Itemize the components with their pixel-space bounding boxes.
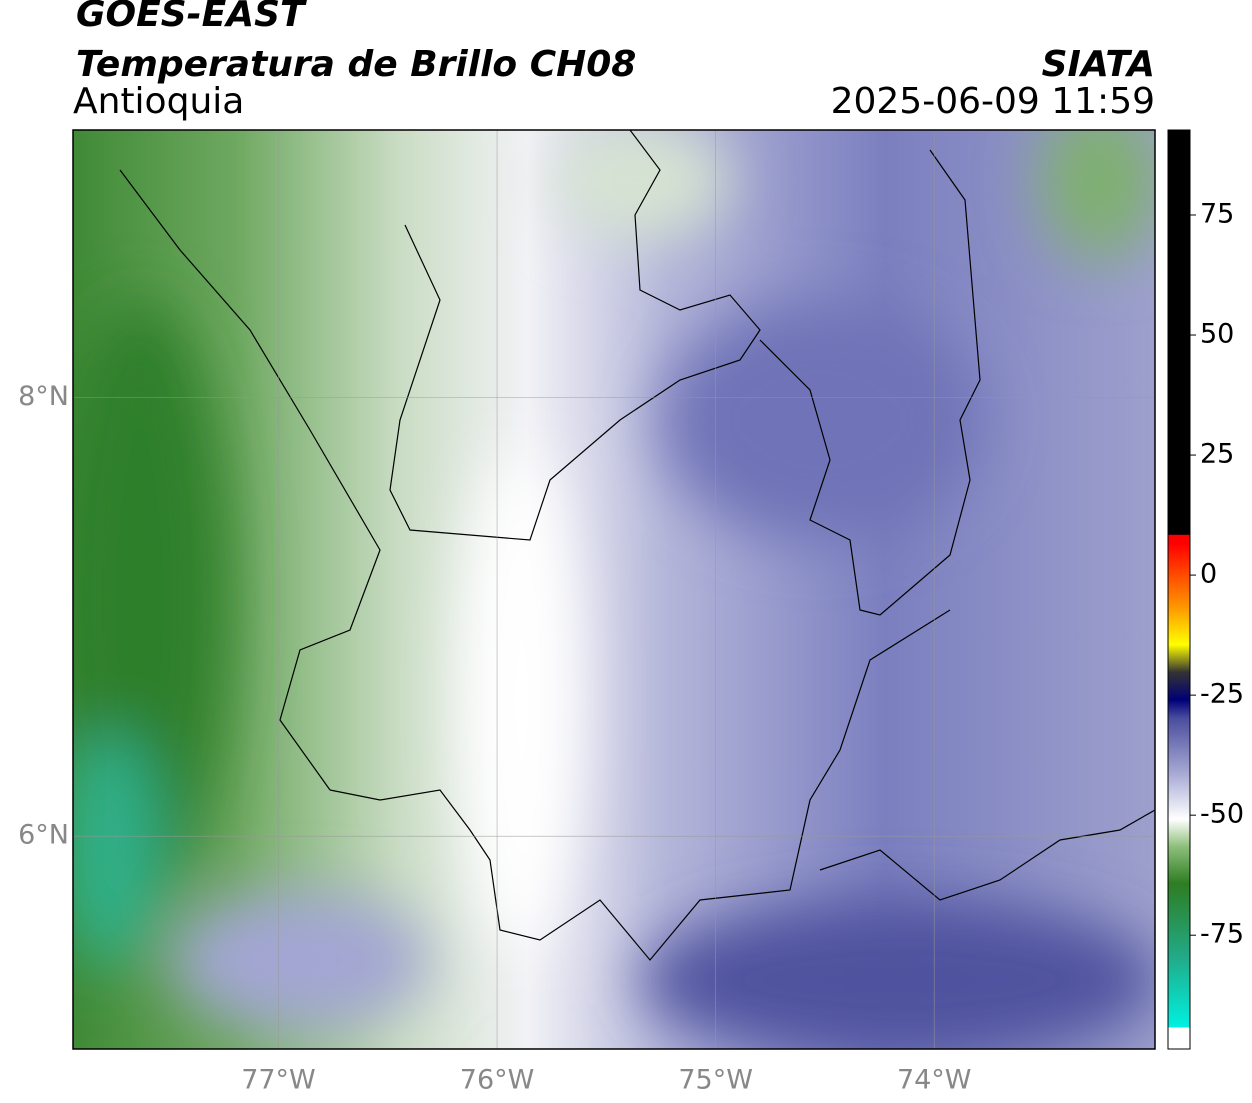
lon-tick-label: 75°W — [678, 1065, 753, 1096]
region: Antioquia — [73, 81, 244, 122]
colorbar-tick-label: 25 — [1200, 439, 1234, 470]
title: GOES-EAST — [76, 0, 307, 35]
colorbar-tick-label: -50 — [1200, 799, 1244, 830]
graticule: 77°W 76°W 75°W 74°W 8°N 6°N — [18, 130, 1155, 1096]
colorbar-tick-label: 75 — [1200, 198, 1234, 229]
colorbar-tick-label: -75 — [1200, 919, 1244, 950]
map-image — [73, 130, 1155, 1049]
subtitle: Temperatura de Brillo CH08 — [76, 44, 636, 85]
colorbar — [1167, 129, 1191, 1050]
map-frame — [72, 129, 1156, 1050]
lon-tick-label: 76°W — [460, 1065, 535, 1096]
lat-tick-label: 8°N — [18, 381, 69, 412]
source: SIATA — [1042, 44, 1155, 85]
timestamp: 2025-06-09 11:59 — [831, 81, 1155, 122]
colorbar-ticks: 75 50 25 0 -25 -50 -75 — [1190, 198, 1244, 950]
lon-tick-label: 74°W — [897, 1065, 972, 1096]
lat-tick-label: 6°N — [18, 820, 69, 851]
colorbar-tick-label: 0 — [1200, 559, 1217, 590]
colorbar-tick-label: -25 — [1200, 679, 1244, 710]
lon-tick-label: 77°W — [241, 1065, 316, 1096]
colorbar-tick-label: 50 — [1200, 319, 1234, 350]
